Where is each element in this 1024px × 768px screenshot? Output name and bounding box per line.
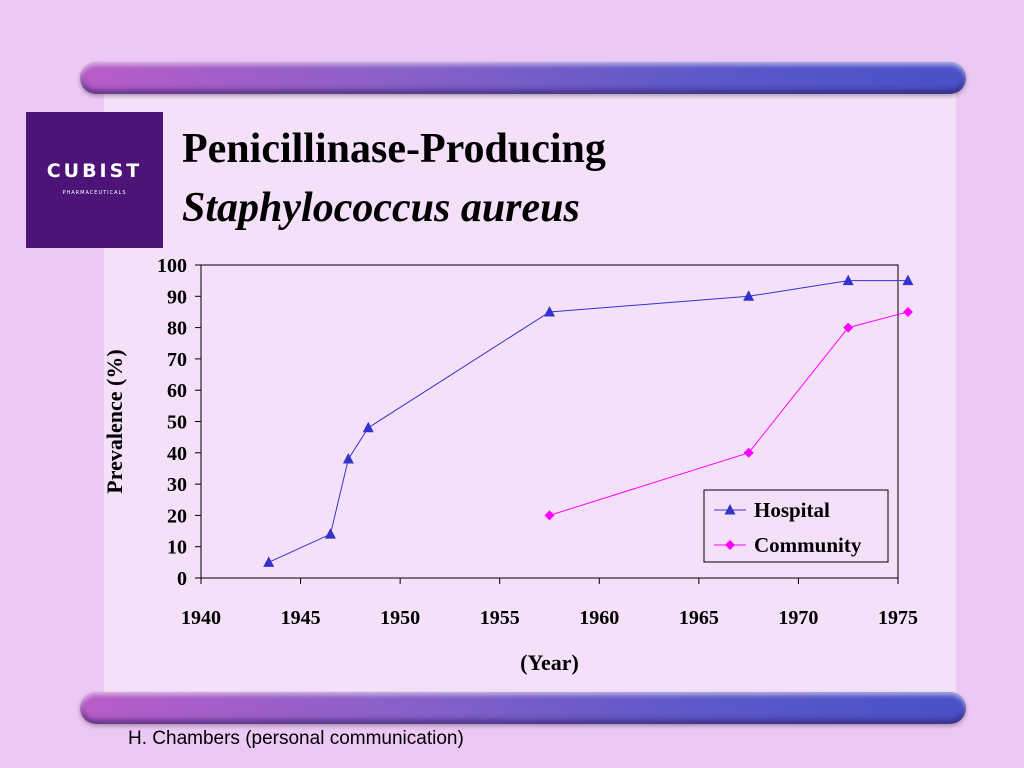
legend-community-marker bbox=[725, 540, 735, 550]
x-tick-label: 1965 bbox=[679, 607, 719, 629]
hospital-point bbox=[263, 556, 275, 567]
community-point bbox=[743, 447, 754, 458]
y-axis: 0 10 20 30 40 50 60 70 80 90 100 bbox=[157, 255, 201, 590]
hospital-point bbox=[324, 528, 336, 539]
hospital-point bbox=[362, 421, 374, 433]
y-tick-label: 10 bbox=[167, 537, 187, 559]
slide-panel bbox=[104, 80, 956, 708]
logo-wordmark: CUBIST bbox=[46, 160, 143, 182]
x-tick-label: 1945 bbox=[281, 607, 321, 629]
top-decorative-bar bbox=[80, 62, 966, 94]
y-tick-label: 20 bbox=[167, 505, 187, 527]
community-point bbox=[544, 510, 555, 521]
x-tick-label: 1950 bbox=[380, 607, 420, 629]
hospital-point bbox=[743, 290, 755, 301]
y-tick-label: 90 bbox=[167, 286, 187, 308]
x-tick-label: 1960 bbox=[579, 607, 619, 629]
community-point bbox=[843, 322, 854, 333]
bottom-decorative-bar bbox=[80, 692, 966, 724]
series-hospital bbox=[263, 274, 914, 567]
y-tick-label: 80 bbox=[167, 318, 187, 340]
y-tick-label: 100 bbox=[157, 255, 187, 277]
y-tick-label: 30 bbox=[167, 474, 187, 496]
y-tick-label: 70 bbox=[167, 349, 187, 371]
hospital-point bbox=[842, 274, 854, 286]
legend-hospital-label: Hospital bbox=[754, 498, 830, 522]
x-tick-label: 1955 bbox=[480, 607, 520, 629]
y-tick-label: 0 bbox=[177, 568, 187, 590]
legend-hospital-marker bbox=[724, 504, 736, 515]
series-community bbox=[544, 306, 913, 521]
cubist-logo: CUBIST PHARMACEUTICALS bbox=[26, 112, 163, 248]
x-axis-label: (Year) bbox=[520, 650, 579, 675]
x-tick-label: 1940 bbox=[181, 607, 221, 629]
hospital-point bbox=[544, 305, 555, 317]
logo-tagline: PHARMACEUTICALS bbox=[62, 190, 127, 196]
legend-box bbox=[703, 489, 889, 563]
hospital-point bbox=[342, 453, 354, 464]
community-point bbox=[902, 306, 913, 317]
legend-community-label: Community bbox=[754, 533, 862, 557]
hospital-point bbox=[902, 274, 914, 286]
series-layer bbox=[263, 274, 914, 567]
x-axis: 1940 1945 1950 1955 1960 1965 1970 1975 bbox=[181, 578, 918, 629]
y-tick-label: 50 bbox=[167, 412, 187, 434]
x-tick-label: 1970 bbox=[778, 607, 818, 629]
y-axis-label: Prevalence (%) bbox=[102, 349, 127, 493]
community-line bbox=[549, 311, 909, 516]
hospital-line bbox=[268, 280, 908, 563]
slide-title: Penicillinase-Producing bbox=[182, 126, 606, 172]
y-tick-label: 40 bbox=[167, 443, 187, 465]
slide-subtitle: Staphylococcus aureus bbox=[182, 185, 580, 231]
y-tick-label: 60 bbox=[167, 380, 187, 402]
legend: Hospital Community bbox=[703, 489, 889, 563]
x-tick-label: 1975 bbox=[878, 607, 918, 629]
source-footnote: H. Chambers (personal communication) bbox=[128, 728, 464, 749]
